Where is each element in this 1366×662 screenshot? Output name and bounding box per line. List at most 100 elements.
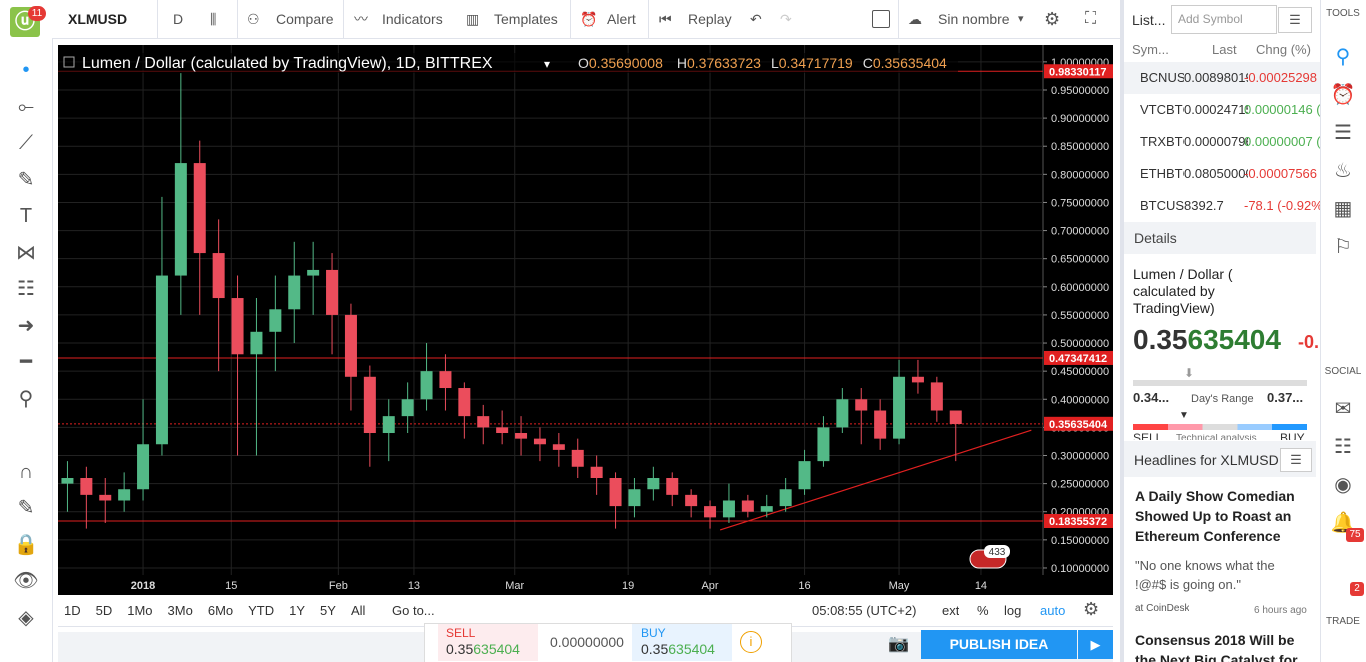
snapshot-button[interactable]: 📷 xyxy=(888,634,910,653)
interval[interactable]: D xyxy=(173,11,184,27)
candle-body xyxy=(231,298,244,355)
range-button[interactable]: 5Y xyxy=(320,603,336,618)
auto-toggle[interactable]: auto xyxy=(1040,603,1066,618)
x-tick-label: 15 xyxy=(225,580,237,592)
price-level-label: 0.18355372 xyxy=(1049,516,1107,528)
details-name: Lumen / Dollar ( calculated by TradingVi… xyxy=(1133,266,1233,316)
candle-body xyxy=(874,410,887,439)
range-label: Day's Range xyxy=(1191,393,1254,405)
legend-menu[interactable]: ▾ xyxy=(544,57,550,71)
replay-button[interactable]: Replay xyxy=(688,11,732,27)
candle-body xyxy=(99,494,112,501)
redo-button[interactable]: ↷ xyxy=(780,11,792,27)
settings-button[interactable]: ⚙ xyxy=(1044,9,1061,29)
range-button[interactable]: 1Mo xyxy=(127,603,153,618)
chart-type-button[interactable]: ⫼ xyxy=(210,11,217,27)
candle-body xyxy=(496,427,509,434)
range-button[interactable]: 1D xyxy=(64,603,81,618)
range-button[interactable]: 1Y xyxy=(289,603,306,618)
chart: 0.100000000.150000000.200000000.25000000… xyxy=(58,45,1113,575)
range-button[interactable]: 6Mo xyxy=(207,603,234,618)
range-button[interactable]: 3Mo xyxy=(167,603,193,618)
watchlist-menu[interactable]: ☰ xyxy=(1278,7,1312,33)
watchlist-change: -0.00007566 ( xyxy=(1244,166,1320,181)
range-button[interactable]: YTD xyxy=(248,603,275,618)
percent-toggle[interactable]: % xyxy=(977,603,989,618)
candle-body xyxy=(515,433,528,439)
news-headline[interactable]: Consensus 2018 Will be the Next Big Cata… xyxy=(1135,632,1298,662)
x-tick-label: 16 xyxy=(798,580,810,592)
candle-body xyxy=(155,275,168,445)
tool-icons[interactable]: ⚲ ⏰ ☰ ♨ ▦ ⚐ xyxy=(1330,46,1356,258)
news-headline[interactable]: A Daily Show Comedian Showed Up to Roast… xyxy=(1135,488,1295,544)
fullscreen-box[interactable] xyxy=(872,10,890,28)
templates-button[interactable]: Templates xyxy=(494,11,558,27)
price-level-label: 0.47347412 xyxy=(1049,353,1107,365)
candle-body xyxy=(741,500,754,512)
sell-price-minor: 635404 xyxy=(473,641,520,657)
publish-button[interactable]: PUBLISH IDEA xyxy=(921,630,1077,659)
layout-name[interactable]: Sin nombre xyxy=(938,11,1010,27)
alert-button[interactable]: Alert xyxy=(607,11,636,27)
buy-button[interactable] xyxy=(632,624,732,661)
watchlist-row[interactable]: BCNUSD0.00898019-0.00025298 (- xyxy=(1124,62,1320,94)
indicators-button[interactable]: Indicators xyxy=(382,11,443,27)
plot-background xyxy=(58,45,1043,575)
y-tick-label: 0.45000000 xyxy=(1051,366,1109,378)
social-icons[interactable]: ✉ ☷ ◉ 🔔 xyxy=(1330,398,1356,534)
indicators-icon: 〰 xyxy=(354,11,368,27)
x-tick-label: 19 xyxy=(622,580,634,592)
candle-body xyxy=(590,466,603,478)
layout-menu[interactable]: ▾ xyxy=(1018,13,1024,25)
goto-button[interactable]: Go to... xyxy=(392,603,435,618)
replay-icon: ⏮ xyxy=(659,11,672,27)
axis-settings[interactable]: ⚙ xyxy=(1083,599,1100,619)
tech-sell: SELL xyxy=(1133,432,1163,440)
range-bar-track xyxy=(1133,380,1307,386)
separator xyxy=(648,0,649,38)
candle-body xyxy=(477,416,490,428)
range-button[interactable]: 5D xyxy=(95,603,113,618)
candle-body xyxy=(571,449,584,467)
watchlist-symbol: BCNUSD xyxy=(1140,70,1184,85)
watchlist-title[interactable]: List... xyxy=(1132,12,1166,28)
candle-body xyxy=(80,477,93,495)
log-toggle[interactable]: log xyxy=(1004,603,1022,618)
compare-button[interactable]: Compare xyxy=(276,11,334,27)
publish-video[interactable]: ▶ xyxy=(1078,630,1113,659)
candle-body xyxy=(363,376,376,434)
time-axis xyxy=(58,575,1113,595)
y-tick-label: 0.50000000 xyxy=(1051,338,1109,350)
y-tick-label: 0.75000000 xyxy=(1051,197,1109,209)
y-tick-label: 0.55000000 xyxy=(1051,310,1109,322)
undo-button[interactable]: ↶ xyxy=(750,11,762,27)
range-pointer: ⬇ xyxy=(1184,366,1192,380)
watchlist-row[interactable]: BTCUSD8392.7 -78.1 (-0.92%) xyxy=(1124,190,1320,220)
y-tick-label: 0.80000000 xyxy=(1051,169,1109,181)
news-title: Headlines for XLMUSD xyxy=(1134,452,1279,468)
candle-body xyxy=(930,382,943,411)
sell-button[interactable] xyxy=(438,624,538,661)
watchlist-row[interactable]: ETHBTC0.08050000-0.00007566 ( xyxy=(1124,158,1320,190)
key: C xyxy=(863,55,873,71)
top-toolbar xyxy=(0,0,1120,39)
ext-toggle[interactable]: ext xyxy=(942,603,960,618)
candle-body xyxy=(609,477,622,507)
price-level-tag xyxy=(1044,64,1113,79)
buy-price-major: 0.35 xyxy=(641,641,669,657)
buy-price-minor: 635404 xyxy=(668,641,715,657)
candle-body xyxy=(760,506,773,512)
cloud-icon: ☁ xyxy=(908,11,922,27)
range-button[interactable]: All xyxy=(350,603,366,618)
sell-price-major: 0.35 xyxy=(446,641,474,657)
info-button[interactable]: i xyxy=(740,631,762,653)
news-menu[interactable]: ☰ xyxy=(1280,448,1312,472)
add-symbol-input[interactable]: Add Symbol xyxy=(1171,5,1277,34)
symbol[interactable]: XLMUSD xyxy=(68,11,128,27)
legend-toggle[interactable] xyxy=(63,56,75,68)
drawing-tools[interactable]: • ⟜ ⟋ ✎ T ⋈ ☷ ➜ ━ ⚲ ∩ ✎ 🔒 👁 ◈ xyxy=(13,59,39,629)
open: 0.35690008 xyxy=(589,55,663,71)
fullscreen-button[interactable]: ⛶ xyxy=(1085,10,1097,27)
